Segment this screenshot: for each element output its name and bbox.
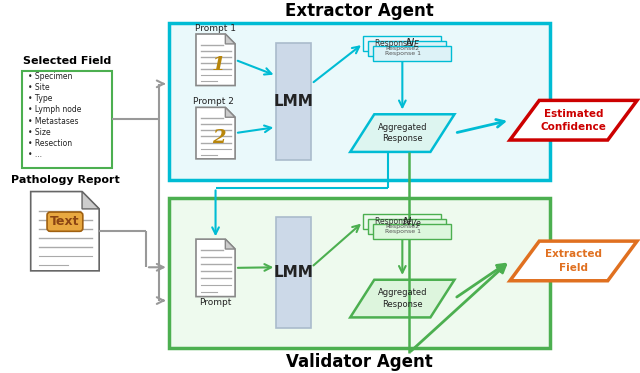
Polygon shape: [196, 107, 235, 159]
Text: Aggregated
Response: Aggregated Response: [378, 123, 427, 144]
Text: Response: Response: [375, 39, 414, 48]
Text: Pathology Report: Pathology Report: [10, 175, 119, 185]
Text: • ...: • ...: [28, 150, 42, 159]
Text: • Resection: • Resection: [28, 139, 72, 148]
Text: Response2: Response2: [386, 46, 420, 51]
Text: Aggregated
Response: Aggregated Response: [378, 288, 427, 309]
Polygon shape: [510, 100, 637, 140]
Polygon shape: [510, 241, 637, 281]
Bar: [364, 214, 442, 229]
Bar: [168, 23, 550, 180]
Text: Response 1: Response 1: [385, 51, 421, 56]
Text: • Lymph node: • Lymph node: [28, 106, 81, 115]
Text: • Type: • Type: [28, 94, 52, 103]
Bar: [364, 36, 442, 51]
Text: Validator Agent: Validator Agent: [286, 353, 433, 371]
Polygon shape: [225, 34, 235, 44]
Text: • Specimen: • Specimen: [28, 72, 72, 81]
Text: Extracted
Field: Extracted Field: [545, 249, 602, 273]
Bar: [368, 41, 446, 56]
Text: $N_E$: $N_E$: [404, 37, 420, 50]
Polygon shape: [350, 280, 454, 317]
Text: Text: Text: [50, 215, 80, 228]
Text: Prompt 1: Prompt 1: [195, 23, 236, 32]
Text: Response 1: Response 1: [385, 229, 421, 234]
Text: 2: 2: [212, 129, 225, 147]
Text: 1: 1: [212, 56, 225, 74]
Bar: [373, 224, 451, 239]
Bar: [168, 198, 550, 348]
Text: Estimated
Confidence: Estimated Confidence: [541, 109, 607, 132]
Polygon shape: [225, 107, 235, 117]
Text: LMM: LMM: [274, 94, 314, 109]
Text: Response2: Response2: [386, 224, 420, 229]
Text: • Metastases: • Metastases: [28, 116, 78, 125]
Polygon shape: [350, 114, 454, 152]
Polygon shape: [82, 192, 99, 209]
Bar: [276, 217, 312, 328]
Bar: [368, 219, 446, 234]
Text: • Site: • Site: [28, 83, 49, 92]
Text: • Size: • Size: [28, 128, 51, 137]
Text: $N_{Ve}$: $N_{Ve}$: [402, 215, 422, 229]
Text: Response: Response: [375, 217, 414, 226]
Polygon shape: [31, 192, 99, 271]
Text: Extractor Agent: Extractor Agent: [285, 2, 434, 20]
Text: Prompt 2: Prompt 2: [193, 97, 234, 106]
Bar: [276, 43, 312, 160]
Bar: [22, 70, 112, 168]
Polygon shape: [225, 239, 235, 249]
Bar: [373, 46, 451, 61]
Polygon shape: [196, 239, 235, 297]
Polygon shape: [196, 34, 235, 85]
Text: LMM: LMM: [274, 265, 314, 280]
Text: Selected Field: Selected Field: [23, 56, 111, 66]
Text: Prompt: Prompt: [199, 298, 232, 307]
